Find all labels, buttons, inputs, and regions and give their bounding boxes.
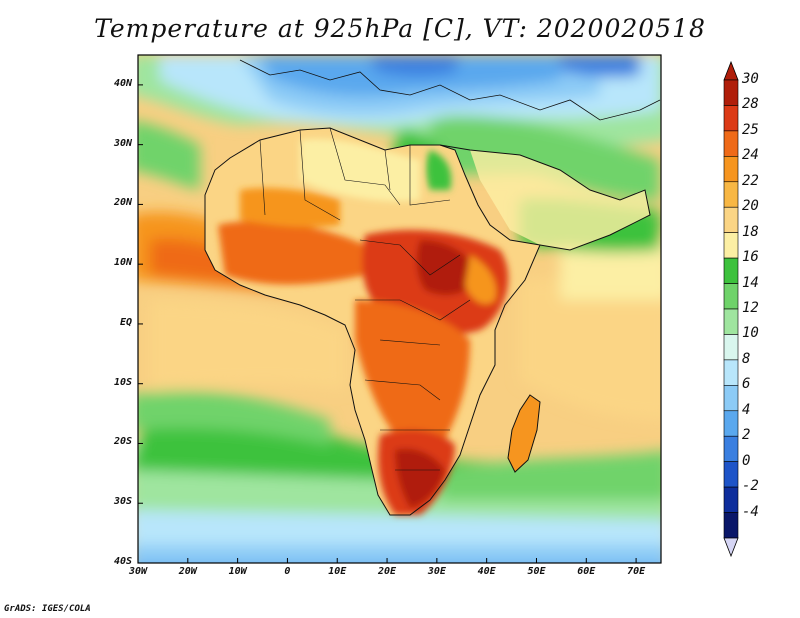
colorbar-label: 30 <box>742 71 759 87</box>
colorbar-label: 0 <box>742 452 751 469</box>
colorbar-segment <box>723 410 739 437</box>
lon-tick-label: 0 <box>284 566 291 577</box>
colorbar-label: 6 <box>742 376 751 393</box>
colorbar-segment <box>723 283 739 310</box>
colorbar-segment <box>723 486 739 513</box>
colorbar-segment <box>723 130 739 157</box>
colorbar-segment <box>723 435 739 462</box>
colorbar-label: -4 <box>742 503 759 520</box>
colorbar <box>723 60 739 558</box>
lat-tick-label: 20S <box>113 436 132 448</box>
colorbar-label: 10 <box>742 325 759 342</box>
colorbar-label: 16 <box>742 249 759 266</box>
colorbar-segment <box>723 79 739 106</box>
colorbar-segment <box>723 232 739 259</box>
lon-tick-label: 10E <box>328 566 347 577</box>
colorbar-label: 2 <box>742 427 751 444</box>
colorbar-label: 25 <box>742 121 759 138</box>
lat-tick-label: 10S <box>113 376 132 388</box>
boundaries <box>204 59 661 516</box>
colorbar-label: 28 <box>742 96 759 113</box>
colorbar-segment <box>723 181 739 208</box>
lat-tick-label: EQ <box>119 316 132 328</box>
colorbar-segment <box>723 385 739 412</box>
colorbar-label: -2 <box>742 478 759 495</box>
lon-tick-label: 20W <box>178 566 197 577</box>
lat-tick-label: 40N <box>113 77 132 89</box>
colorbar-segment <box>723 206 739 233</box>
colorbar-label: 14 <box>742 274 759 291</box>
colorbar-label: 20 <box>742 198 759 215</box>
lon-tick-label: 40E <box>477 566 496 577</box>
lon-tick-label: 30E <box>427 566 446 577</box>
lon-tick-label: 70E <box>627 566 646 577</box>
lon-tick-label: 20E <box>378 566 397 577</box>
colorbar-segment <box>723 359 739 386</box>
lon-tick-label: 50E <box>527 566 546 577</box>
lat-tick-label: 10N <box>113 257 132 269</box>
colorbar-min-arrow <box>723 537 739 558</box>
colorbar-label: 12 <box>742 300 759 316</box>
colorbar-segment <box>723 512 739 539</box>
colorbar-segment <box>723 105 739 132</box>
temperature-field <box>138 55 661 563</box>
lat-tick-label: 30S <box>113 496 132 508</box>
arabian-peninsula <box>470 150 650 250</box>
colorbar-segment <box>723 156 739 183</box>
colorbar-label: 22 <box>742 172 759 189</box>
colorbar-segment <box>723 308 739 335</box>
lon-tick-label: 60E <box>577 566 596 577</box>
plot-frame <box>137 54 662 564</box>
colorbar-segment <box>723 257 739 284</box>
colorbar-max-arrow <box>723 60 739 81</box>
colorbar-label: 18 <box>742 223 759 240</box>
colorbar-segment <box>723 461 739 488</box>
colorbar-segment <box>723 334 739 361</box>
colorbar-label: 24 <box>742 147 759 164</box>
lon-tick-label: 10W <box>228 566 247 577</box>
colorbar-label: 8 <box>742 350 751 367</box>
lat-tick-label: 30N <box>113 137 132 149</box>
chart-title: Temperature at 925hPa [C], VT: 202002051… <box>94 14 706 43</box>
madagascar <box>508 395 540 472</box>
lat-tick-label: 40S <box>113 556 132 567</box>
lon-tick-label: 30W <box>128 566 148 577</box>
credit-text: GrADS: IGES/COLA <box>4 604 91 614</box>
colorbar-label: 4 <box>742 401 751 418</box>
lat-tick-label: 20N <box>113 197 132 209</box>
